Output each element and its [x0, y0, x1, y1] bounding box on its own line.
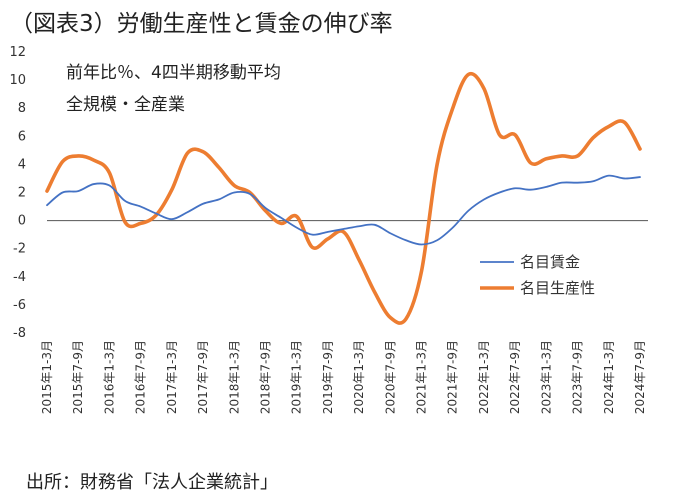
series-line-productivity — [45, 71, 642, 325]
x-tick-label: 2018年7-9月 — [258, 340, 272, 414]
x-tick-label: 2023年7-9月 — [571, 340, 585, 414]
x-tick-label: 2021年7-9月 — [446, 340, 460, 414]
y-tick-label: 0 — [18, 214, 26, 229]
x-tick-label: 2016年7-9月 — [134, 340, 148, 414]
y-tick-label: 10 — [9, 73, 26, 88]
y-tick-label: 4 — [18, 157, 26, 172]
x-tick-label: 2019年1-3月 — [290, 340, 304, 414]
x-tick-label: 2022年7-9月 — [508, 340, 522, 414]
chart-note-scope: 全規模・全産業 — [66, 95, 185, 115]
chart-note-unit: 前年比％、4四半期移動平均 — [66, 63, 281, 83]
y-tick-label: -4 — [13, 270, 26, 285]
y-tick-label: 6 — [18, 129, 26, 144]
x-tick-label: 2020年7-9月 — [383, 340, 397, 414]
legend-label: 名目生産性 — [520, 279, 595, 297]
x-tick-label: 2024年1-3月 — [602, 340, 616, 414]
x-tick-label: 2023年1-3月 — [539, 340, 553, 414]
y-tick-label: -6 — [13, 298, 26, 313]
x-tick-label: 2018年1-3月 — [227, 340, 241, 414]
source-note: 出所：財務省「法人企業統計」 — [26, 472, 278, 493]
x-tick-label: 2021年1-3月 — [415, 340, 429, 414]
x-tick-label: 2015年7-9月 — [71, 340, 85, 414]
x-tick-label: 2017年1-3月 — [165, 340, 179, 414]
y-tick-label: 8 — [18, 101, 26, 116]
y-tick-label: -8 — [13, 326, 26, 341]
y-tick-label: 12 — [9, 45, 26, 60]
x-tick-label: 2024年7-9月 — [633, 340, 647, 414]
x-tick-label: 2017年7-9月 — [196, 340, 210, 414]
x-tick-label: 2016年1-3月 — [102, 340, 116, 414]
y-tick-label: 2 — [18, 186, 26, 201]
y-tick-label: -2 — [13, 242, 26, 257]
chart-title: （図表3）労働生産性と賃金の伸び率 — [10, 11, 393, 37]
x-tick-label: 2015年1-3月 — [40, 340, 54, 414]
legend-label: 名目賃金 — [520, 253, 580, 271]
x-tick-label: 2022年1-3月 — [477, 340, 491, 414]
x-tick-label: 2019年7-9月 — [321, 340, 335, 414]
x-tick-label: 2020年1-3月 — [352, 340, 366, 414]
series-line-wage — [46, 174, 641, 246]
